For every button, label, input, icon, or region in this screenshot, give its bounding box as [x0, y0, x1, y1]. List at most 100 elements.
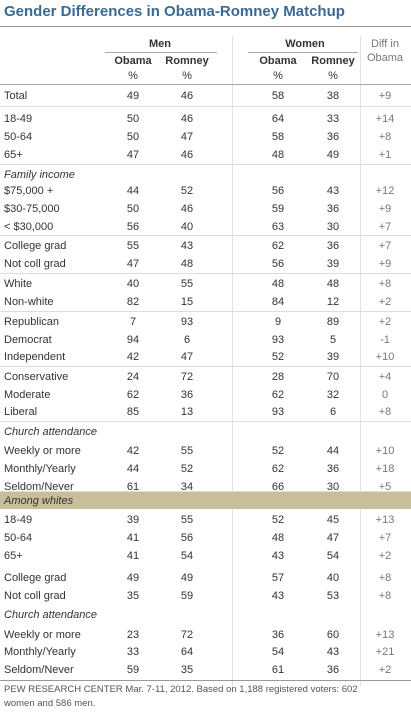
cell: 61 — [126, 481, 140, 493]
section-band-label: Among whites — [4, 495, 74, 507]
cell: 36 — [326, 240, 340, 252]
cell: 59 — [180, 590, 194, 602]
cell: +14 — [375, 113, 395, 125]
cell: +2 — [378, 296, 392, 308]
cell: 52 — [180, 463, 194, 475]
cell: 58 — [271, 90, 285, 102]
cell: 48 — [271, 532, 285, 544]
cell: 49 — [126, 572, 140, 584]
section-band — [0, 492, 411, 509]
cell: 36 — [326, 463, 340, 475]
cell: 32 — [326, 389, 340, 401]
cell: 46 — [180, 203, 194, 215]
cell: 82 — [126, 296, 140, 308]
cell: +9 — [378, 90, 392, 102]
cell: +9 — [378, 258, 392, 270]
cell: 59 — [271, 203, 285, 215]
cell: 35 — [180, 664, 194, 676]
row-rule — [0, 311, 411, 312]
cell: 46 — [180, 113, 194, 125]
cell: 55 — [180, 278, 194, 290]
section-heading: Church attendance — [4, 609, 97, 621]
cell: +7 — [378, 532, 392, 544]
cell: 48 — [271, 278, 285, 290]
cell: 53 — [326, 590, 340, 602]
cell: 58 — [271, 131, 285, 143]
cell: 39 — [326, 258, 340, 270]
cell: 40 — [180, 221, 194, 233]
cell: 63 — [271, 221, 285, 233]
cell: 34 — [180, 481, 194, 493]
cell: +7 — [378, 221, 392, 233]
cell: +18 — [375, 463, 395, 475]
row-label: Weekly or more — [4, 629, 81, 641]
cell: 70 — [326, 371, 340, 383]
cell: 0 — [381, 389, 389, 401]
cell: +4 — [378, 371, 392, 383]
cell: +13 — [375, 629, 395, 641]
diff-header: Diff in — [371, 38, 399, 50]
cell: 61 — [271, 664, 285, 676]
row-label: Republican — [4, 316, 60, 328]
cell: 64 — [271, 113, 285, 125]
cell: 47 — [126, 149, 140, 161]
cell: +2 — [378, 664, 392, 676]
row-label: Monthly/Yearly — [4, 463, 76, 475]
cell: +8 — [378, 278, 392, 290]
cell: 94 — [126, 334, 140, 346]
cell: 57 — [271, 572, 285, 584]
cell: 35 — [126, 590, 140, 602]
cell: 9 — [274, 316, 282, 328]
cell: 54 — [180, 550, 194, 562]
row-label: Monthly/Yearly — [4, 646, 76, 658]
cell: 89 — [326, 316, 340, 328]
cell: 40 — [326, 572, 340, 584]
cell: 15 — [180, 296, 194, 308]
row-label: Not coll grad — [4, 590, 66, 602]
row-label: Seldom/Never — [4, 481, 74, 493]
column-unit: % — [328, 70, 338, 82]
cell: 50 — [126, 113, 140, 125]
cell: 36 — [180, 389, 194, 401]
cell: 41 — [126, 532, 140, 544]
cell: 41 — [126, 550, 140, 562]
cell: 56 — [271, 185, 285, 197]
cell: 47 — [126, 258, 140, 270]
row-label: $30-75,000 — [4, 203, 60, 215]
column-divider — [232, 36, 233, 686]
row-label: White — [4, 278, 33, 290]
title: Gender Differences in Obama-Romney Match… — [4, 3, 345, 20]
cell: 66 — [271, 481, 285, 493]
cell: 45 — [326, 514, 340, 526]
cell: 43 — [326, 185, 340, 197]
row-label: 18-49 — [4, 514, 33, 526]
cell: 52 — [271, 445, 285, 457]
cell: 55 — [180, 445, 194, 457]
group-underline — [105, 52, 217, 53]
cell: +10 — [375, 351, 395, 363]
cell: 23 — [126, 629, 140, 641]
cell: 39 — [326, 351, 340, 363]
note: PEW RESEARCH CENTER Mar. 7-11, 2012. Bas… — [4, 684, 358, 695]
cell: 56 — [271, 258, 285, 270]
cell: 62 — [271, 389, 285, 401]
header-rule — [0, 84, 411, 85]
row-label: Moderate — [4, 389, 51, 401]
column-header: Obama — [114, 55, 152, 67]
row-rule — [0, 273, 411, 274]
section-heading: Church attendance — [4, 426, 97, 438]
cell: 56 — [126, 221, 140, 233]
cell: 28 — [271, 371, 285, 383]
cell: 46 — [180, 90, 194, 102]
row-label: Weekly or more — [4, 445, 81, 457]
cell: 49 — [180, 572, 194, 584]
cell: 6 — [329, 406, 337, 418]
cell: 42 — [126, 351, 140, 363]
row-rule — [0, 421, 411, 422]
row-label: $75,000 + — [4, 185, 54, 197]
title-rule — [0, 26, 411, 27]
row-label: 50-64 — [4, 532, 33, 544]
cell: 36 — [326, 203, 340, 215]
column-header: Romney — [311, 55, 355, 67]
cell: 36 — [271, 629, 285, 641]
